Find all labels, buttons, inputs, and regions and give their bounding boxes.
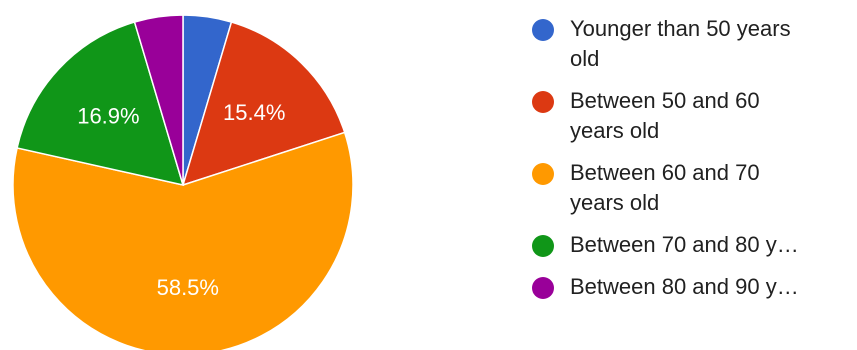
legend-marker-between-50-and-60 — [532, 91, 554, 113]
legend-item-between-60-and-70[interactable]: Between 60 and 70 years old — [532, 158, 852, 218]
legend-label-line: years old — [570, 118, 660, 143]
legend-label-line: Between 80 and 90 y… — [570, 274, 799, 299]
legend-item-between-80-and-90[interactable]: Between 80 and 90 y… — [532, 272, 852, 302]
legend-item-younger-than-50[interactable]: Younger than 50 years old — [532, 14, 852, 74]
pie-slice-between-60-and-70[interactable] — [12, 131, 354, 350]
chart-legend: Younger than 50 years old Between 50 and… — [532, 14, 852, 314]
legend-marker-between-80-and-90 — [532, 277, 554, 299]
legend-marker-between-70-and-80 — [532, 235, 554, 257]
legend-item-between-70-and-80[interactable]: Between 70 and 80 y… — [532, 230, 852, 260]
pie-slice-between-50-and-60[interactable] — [181, 21, 346, 187]
slice-label-between-70-and-80: 16.9% — [77, 103, 139, 128]
legend-label-line: Younger than 50 years — [570, 16, 791, 41]
legend-label-line: Between 70 and 80 y… — [570, 232, 799, 257]
legend-label-line: Between 60 and 70 — [570, 160, 760, 185]
legend-marker-between-60-and-70 — [532, 163, 554, 185]
legend-label-line: old — [570, 46, 600, 71]
pie-slice-between-70-and-80[interactable] — [16, 21, 185, 187]
pie-slice-between-80-and-90[interactable] — [133, 14, 184, 186]
slice-label-between-60-and-70: 58.5% — [157, 275, 219, 300]
slice-label-between-50-and-60: 15.4% — [223, 100, 285, 125]
legend-label-line: years old — [570, 190, 660, 215]
legend-item-between-50-and-60[interactable]: Between 50 and 60 years old — [532, 86, 852, 146]
legend-label-line: Between 50 and 60 — [570, 88, 760, 113]
legend-marker-younger-than-50 — [532, 19, 554, 41]
